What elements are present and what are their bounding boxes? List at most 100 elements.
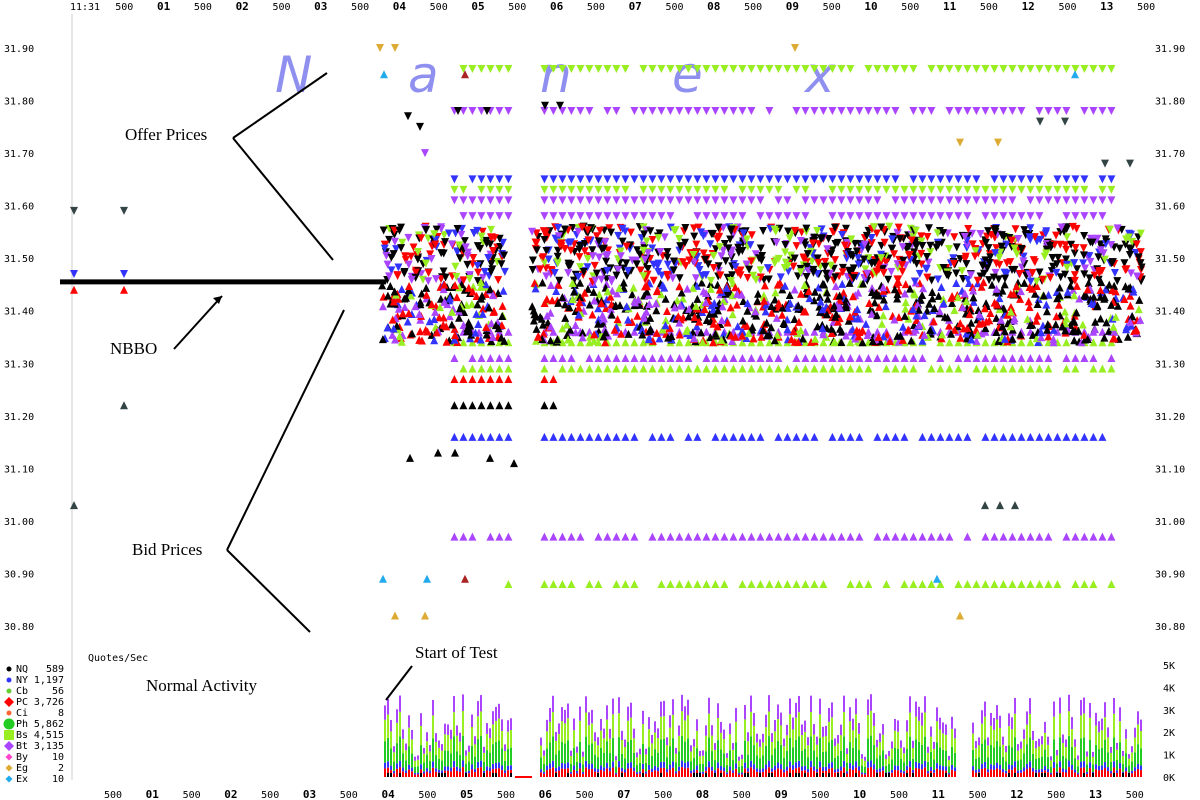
dense-quote-marker (431, 240, 440, 249)
dense-quote-marker (1070, 249, 1079, 258)
quote-marker (1062, 354, 1071, 363)
volume-bar-segment (1005, 770, 1007, 774)
volume-bar-segment (759, 769, 761, 773)
quote-marker (621, 65, 630, 74)
quote-marker (999, 532, 1008, 541)
dense-quote-marker (409, 243, 418, 252)
outlier-quote-marker (994, 138, 1002, 147)
volume-bar-segment (951, 769, 953, 777)
volume-bar-segment (438, 740, 440, 748)
dense-quote-marker (568, 279, 577, 288)
quote-marker (846, 107, 855, 116)
volume-bar-segment (549, 742, 551, 764)
volume-bar-segment (747, 741, 749, 755)
dense-quote-marker (497, 333, 506, 342)
quote-marker (567, 196, 576, 205)
dense-quote-marker (500, 251, 509, 260)
quote-marker (648, 175, 657, 184)
quote-marker (711, 532, 720, 541)
dense-quote-marker (624, 315, 633, 324)
dense-quote-marker (566, 325, 575, 334)
quote-marker (702, 364, 711, 373)
dense-quote-marker (901, 304, 910, 313)
volume-bar-segment (804, 720, 806, 732)
dense-quote-marker (486, 285, 495, 294)
volume-bar-segment (591, 709, 593, 724)
quote-marker (639, 107, 648, 116)
volume-bar-segment (849, 763, 851, 769)
dense-quote-marker (939, 264, 948, 273)
volume-bar-segment (1011, 729, 1013, 748)
quote-marker (1098, 364, 1107, 373)
volume-bar-segment (606, 762, 608, 769)
volume-bar-segment (672, 761, 674, 768)
quote-marker (783, 364, 792, 373)
volume-bar-segment (504, 770, 506, 774)
dense-quote-marker (676, 242, 685, 251)
dense-quote-marker (861, 319, 870, 328)
quote-marker (675, 579, 684, 588)
dense-quote-marker (893, 290, 902, 299)
annotation-bid-prices: Bid Prices (132, 540, 202, 559)
volume-bar-segment (654, 765, 656, 771)
quote-marker (945, 338, 954, 347)
dense-quote-marker (849, 274, 858, 283)
volume-bar-segment (411, 729, 413, 740)
quote-marker (738, 175, 747, 184)
volume-bar-segment (828, 768, 830, 777)
dense-quote-marker (854, 260, 863, 269)
x-tick-label-top: 07 (629, 0, 642, 13)
dense-quote-marker (675, 318, 684, 327)
volume-bar-segment (405, 743, 407, 751)
dense-quote-marker (923, 233, 932, 242)
dense-quote-marker (968, 229, 977, 238)
volume-bar-segment (1128, 754, 1130, 759)
volume-bar-segment (450, 767, 452, 772)
outlier-quote-marker (120, 206, 128, 215)
quote-marker (1008, 432, 1017, 441)
quote-marker (666, 212, 675, 221)
quote-marker (1026, 432, 1035, 441)
volume-bar-segment (483, 761, 485, 771)
dense-quote-marker (715, 285, 724, 294)
quote-marker (576, 532, 585, 541)
quote-marker (666, 65, 675, 74)
volume-bar-segment (1122, 771, 1124, 774)
quote-marker (927, 107, 936, 116)
dense-quote-marker (1039, 291, 1048, 300)
dense-quote-marker (1056, 240, 1065, 249)
volume-bar-segment (672, 714, 674, 739)
dense-quote-marker (1121, 240, 1130, 249)
dense-quote-marker (592, 232, 601, 241)
legend-marker (6, 677, 12, 683)
quote-marker (720, 107, 729, 116)
quote-marker (981, 65, 990, 74)
volume-bar-segment (579, 706, 581, 721)
quote-marker (549, 196, 558, 205)
volume-bar-segment (888, 763, 890, 772)
volume-bar-segment (762, 768, 764, 772)
dense-quote-marker (404, 260, 413, 269)
volume-bar-segment (1116, 770, 1118, 773)
volume-bar-segment (408, 727, 410, 747)
quote-marker (846, 354, 855, 363)
dense-quote-marker (684, 312, 693, 321)
dense-quote-marker (756, 266, 765, 275)
dense-quote-marker (416, 300, 425, 309)
volume-bar-segment (900, 747, 902, 759)
volume-bar-segment (423, 762, 425, 772)
dense-quote-marker (554, 298, 563, 307)
quote-marker (963, 65, 972, 74)
volume-bar-segment (1062, 743, 1064, 756)
dense-quote-marker (998, 322, 1007, 331)
volume-bar-segment (1005, 761, 1007, 771)
legend-code: By (16, 752, 28, 763)
quote-marker (981, 212, 990, 221)
quote-marker (990, 532, 999, 541)
dense-quote-marker (991, 268, 1000, 277)
volume-bar-segment (768, 767, 770, 777)
volume-bar-segment (603, 767, 605, 772)
volume-bar-segment (564, 768, 566, 777)
quote-marker (585, 354, 594, 363)
volume-bar-segment (477, 761, 479, 768)
